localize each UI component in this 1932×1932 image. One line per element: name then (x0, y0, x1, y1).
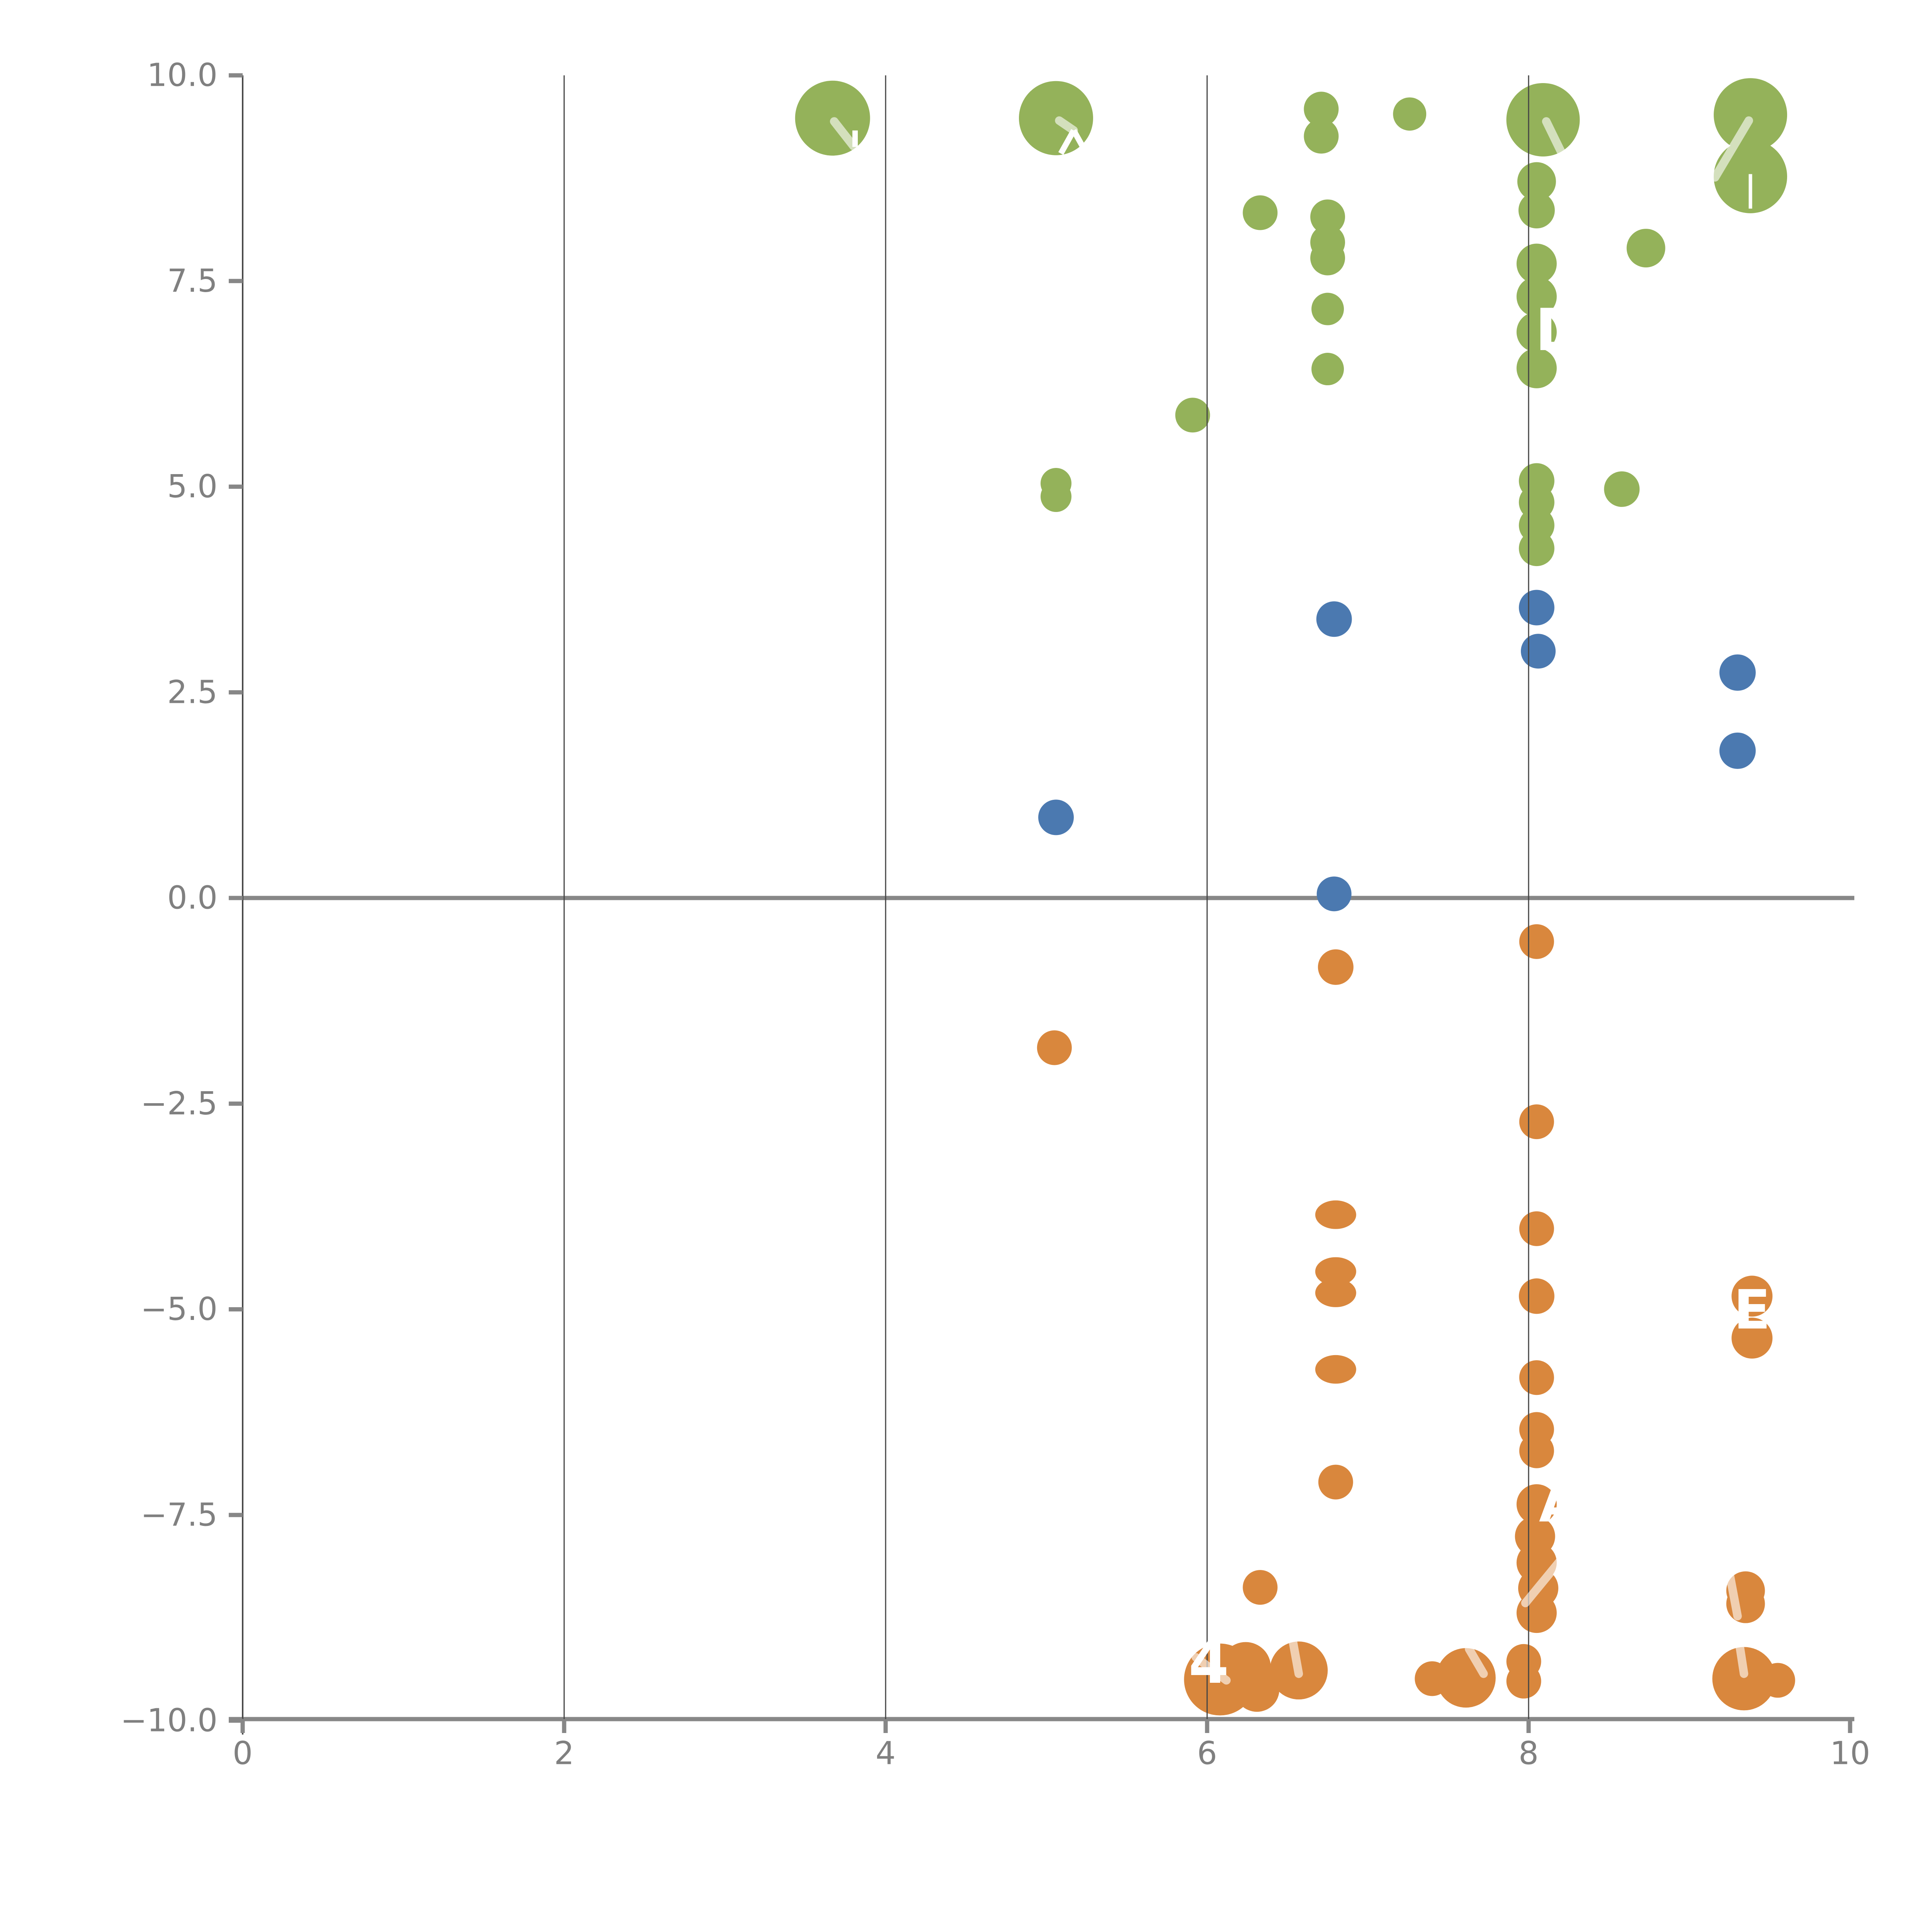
gridlines-layer (563, 75, 1529, 1719)
x-tick-label: 6 (1197, 1735, 1217, 1772)
bubble-green (1519, 531, 1554, 566)
y-tick-label: 2.5 (167, 674, 218, 711)
bubble-blue (1038, 799, 1074, 835)
x-tick-label: 8 (1519, 1735, 1539, 1772)
y-tick-label: 0.0 (167, 880, 218, 917)
series-blue (1038, 590, 1756, 912)
x-tick-label: 2 (554, 1735, 574, 1772)
bubble-blue (1719, 654, 1756, 691)
bubble-blue (1519, 590, 1554, 626)
y-tick-label: 7.5 (167, 263, 218, 299)
bubble-green (1304, 92, 1339, 127)
bubble-orange (1516, 1593, 1557, 1633)
bubble-green (1243, 195, 1278, 230)
bubble-orange (1315, 1355, 1356, 1384)
bubble-green (1516, 348, 1557, 388)
x-tick-label: 4 (876, 1735, 896, 1772)
bubble-blue (1316, 876, 1352, 912)
bubble-orange (1731, 1276, 1773, 1317)
bubble-orange (1315, 1278, 1356, 1307)
y-tick-label: 10.0 (147, 57, 218, 94)
pale-slash-fragment (1286, 1625, 1303, 1678)
bubble-green (1310, 240, 1345, 276)
y-tick-label: −5.0 (141, 1291, 218, 1328)
bubble-orange (1519, 1278, 1554, 1314)
letter-fragment-D: D (1535, 297, 1583, 364)
bubble-blue (1719, 732, 1756, 769)
bubble-green (1175, 398, 1210, 433)
y-tick-label: −10.0 (121, 1702, 218, 1739)
pale-slash-fragment (1542, 117, 1565, 155)
pale-slash-fragment (1465, 1645, 1488, 1678)
bubble-orange (1519, 1104, 1554, 1139)
letter-fragment-E: E (1733, 1279, 1770, 1342)
annotations-layer: D E A 4 (830, 116, 1770, 1697)
x-tick-label: 0 (233, 1735, 253, 1772)
letter-fragment-A: A (1539, 1473, 1579, 1534)
letter-fragment-4: 4 (1189, 1629, 1229, 1697)
y-tick-label: 5.0 (167, 468, 218, 505)
bubble-orange (1037, 1030, 1072, 1065)
pale-slash-fragment (1055, 116, 1078, 135)
bubble-orange (1516, 1484, 1557, 1525)
caret-fragment (1058, 129, 1077, 155)
bubble-orange (1234, 1667, 1279, 1712)
bubble-orange (1760, 1663, 1795, 1698)
bubble-orange (1436, 1648, 1496, 1708)
bubble-green (1311, 353, 1344, 386)
bubble-green (1516, 276, 1557, 317)
bubble-orange (1519, 1433, 1554, 1468)
bubble-green (1040, 481, 1071, 512)
bubble-green (1714, 78, 1787, 152)
pale-slash-fragment (830, 117, 858, 151)
bubble-blue (1520, 634, 1556, 669)
y-tick-label: −7.5 (141, 1497, 218, 1533)
bubble-green (1310, 199, 1345, 235)
bubble-green (1311, 293, 1344, 325)
pale-slash-fragment (1735, 1638, 1748, 1678)
caret-fragment (1071, 129, 1089, 155)
bubble-green (1604, 471, 1640, 507)
bubble-orange (1506, 1663, 1541, 1699)
bubble-orange (1731, 1318, 1773, 1359)
bubble-green (1517, 162, 1556, 201)
y-tick-label: −2.5 (141, 1085, 218, 1122)
bubble-orange (1243, 1570, 1278, 1605)
pale-slash-fragment (1191, 1653, 1231, 1685)
bubble-green (1518, 192, 1555, 229)
bubble-green (1393, 97, 1427, 131)
pale-slash-fragment (1521, 1552, 1568, 1607)
pale-slash-fragment (1725, 1569, 1742, 1621)
bubble-green (1626, 229, 1665, 268)
bubble-orange (1519, 924, 1554, 959)
bubble-green (1516, 312, 1557, 352)
bubble-orange (1315, 1257, 1356, 1286)
series-green (795, 78, 1787, 566)
bubble-green (1304, 119, 1339, 154)
series-orange (1037, 924, 1795, 1716)
bubble-orange (1519, 1211, 1554, 1246)
pale-slash-fragment (1711, 116, 1753, 182)
bubble-orange (1315, 1200, 1356, 1229)
bubble-blue (1316, 601, 1352, 637)
x-tick-label: 10 (1830, 1735, 1870, 1772)
bubble-orange (1519, 1360, 1554, 1395)
bubble-orange (1318, 949, 1354, 985)
bubble-orange (1318, 1464, 1353, 1500)
bubble-green (1516, 243, 1557, 284)
axes-layer: 0 2 4 6 8 10 10.0 7.5 5.0 2.5 0.0 −2.5 −5.0 −7.5 −10.0 (121, 57, 1870, 1772)
bubble-orange (1712, 1647, 1776, 1711)
